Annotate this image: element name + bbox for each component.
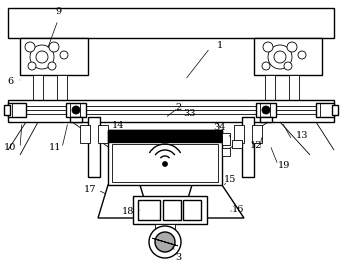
Bar	[183, 200, 201, 220]
Text: 19: 19	[278, 160, 290, 169]
Circle shape	[28, 62, 36, 70]
Circle shape	[25, 42, 35, 52]
Circle shape	[36, 51, 48, 63]
Bar	[80, 125, 90, 143]
Circle shape	[262, 62, 270, 70]
Bar	[260, 117, 272, 122]
Bar	[112, 144, 218, 182]
Bar	[222, 133, 230, 145]
Bar	[155, 224, 175, 232]
Text: 17: 17	[84, 185, 96, 195]
Bar	[33, 75, 43, 105]
Bar	[66, 103, 86, 117]
Bar	[234, 125, 244, 143]
Circle shape	[155, 232, 175, 252]
Bar	[254, 38, 322, 75]
Circle shape	[268, 45, 292, 69]
Bar	[256, 103, 276, 117]
Text: 13: 13	[296, 130, 308, 139]
Text: 6: 6	[7, 78, 13, 87]
Text: 11: 11	[49, 144, 61, 153]
Bar	[98, 125, 108, 143]
Circle shape	[274, 51, 286, 63]
Polygon shape	[182, 185, 244, 218]
Text: 34: 34	[214, 123, 226, 132]
Circle shape	[30, 45, 54, 69]
Circle shape	[149, 226, 181, 258]
Bar	[8, 8, 334, 38]
Text: 10: 10	[4, 144, 16, 153]
Text: 3: 3	[175, 254, 181, 262]
Bar	[108, 130, 222, 185]
Bar	[332, 105, 338, 115]
Circle shape	[262, 106, 270, 114]
Bar	[108, 130, 222, 142]
Circle shape	[284, 62, 292, 70]
Bar	[20, 38, 88, 75]
Circle shape	[49, 42, 59, 52]
Bar	[57, 75, 67, 105]
Text: 12: 12	[250, 140, 262, 149]
Polygon shape	[98, 185, 150, 218]
Bar	[8, 103, 26, 117]
Circle shape	[72, 106, 80, 114]
Text: 33: 33	[184, 109, 196, 118]
Circle shape	[48, 62, 56, 70]
Text: 1: 1	[217, 41, 223, 49]
Bar	[222, 148, 230, 156]
Bar	[232, 140, 242, 148]
Text: 2: 2	[175, 104, 181, 113]
Circle shape	[162, 161, 168, 166]
Text: 15: 15	[224, 175, 236, 185]
Bar	[265, 75, 275, 105]
Text: 16: 16	[232, 205, 244, 215]
Bar	[70, 117, 82, 122]
Circle shape	[298, 51, 306, 59]
Bar	[289, 75, 299, 105]
Text: 18: 18	[122, 208, 134, 216]
Text: 9: 9	[55, 8, 61, 17]
Bar	[242, 117, 254, 177]
Bar	[138, 200, 160, 220]
Circle shape	[263, 42, 273, 52]
Circle shape	[60, 51, 68, 59]
Bar	[316, 103, 334, 117]
Bar	[252, 125, 262, 143]
Bar	[4, 105, 10, 115]
Circle shape	[287, 42, 297, 52]
Bar	[133, 196, 207, 224]
Bar	[88, 117, 100, 177]
Text: 14: 14	[112, 120, 124, 129]
Bar	[8, 100, 334, 122]
Bar	[163, 200, 181, 220]
